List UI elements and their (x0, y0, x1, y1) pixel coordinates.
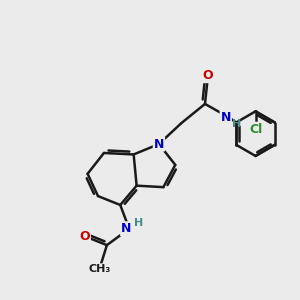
Text: H: H (232, 119, 241, 129)
Text: O: O (202, 69, 213, 82)
Text: H: H (134, 218, 143, 228)
Text: N: N (154, 138, 164, 151)
Text: N: N (121, 222, 131, 235)
Text: CH₃: CH₃ (88, 264, 111, 274)
Text: N: N (220, 111, 231, 124)
Text: Cl: Cl (249, 123, 262, 136)
Text: O: O (79, 230, 90, 243)
